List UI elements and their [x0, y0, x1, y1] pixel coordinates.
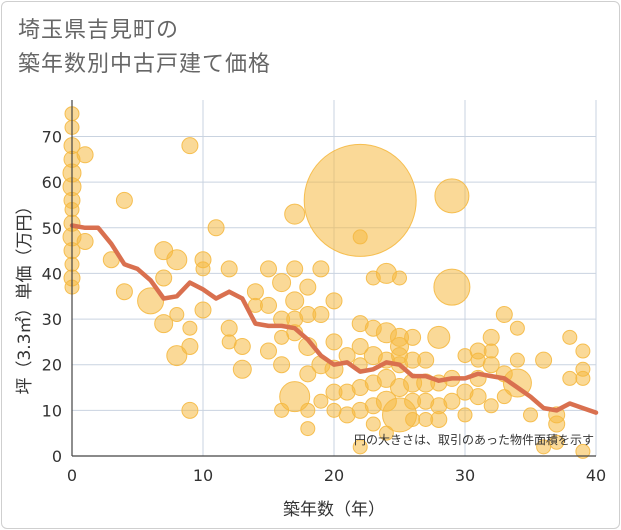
x-tick-label: 30: [455, 466, 475, 485]
bubble-point: [535, 351, 553, 369]
bubble-point: [313, 393, 329, 409]
bubble-point: [285, 291, 305, 311]
bubble-point: [300, 421, 316, 437]
bubble-point: [365, 416, 381, 432]
bubble-point: [404, 328, 422, 346]
bubble-point: [417, 351, 435, 369]
bubble-point: [182, 320, 198, 336]
bubble-point: [220, 319, 238, 337]
y-tick-label: 40: [42, 264, 62, 283]
bubble-point: [303, 143, 417, 257]
bubble-point: [279, 381, 311, 413]
axes: 0 10 20 30 40 0 10 20 30 40 50 60 70: [42, 100, 606, 485]
bubble-point: [181, 401, 199, 419]
bubble-point: [352, 439, 368, 455]
bubble-point: [207, 219, 225, 237]
bubble-point: [299, 278, 317, 296]
bubble-point: [233, 337, 251, 355]
bubble-point: [299, 365, 317, 383]
bubble-point: [166, 249, 188, 271]
y-axis-label: 坪（3.3㎡）単価（万円）: [15, 197, 35, 394]
bubble-point: [284, 203, 306, 225]
bubble-point: [232, 359, 252, 379]
bubble-point: [523, 407, 538, 423]
bubble-point: [575, 343, 591, 359]
bubble-point: [392, 270, 407, 286]
bubble-point: [405, 411, 421, 427]
bubble-point: [273, 356, 291, 374]
bubble-point: [434, 178, 470, 214]
bubble-point: [272, 273, 292, 293]
bubble-point: [483, 343, 499, 359]
bubble-point: [154, 314, 174, 334]
bubble-point: [115, 191, 133, 209]
bubble-point: [443, 392, 461, 410]
bubble-point: [509, 352, 525, 368]
chart-title-line-1: 埼玉県吉見町の: [18, 18, 180, 43]
bubble-point: [469, 388, 487, 406]
x-tick-label: 0: [67, 466, 77, 485]
bubble-point: [483, 398, 499, 414]
trend-line-series: [69, 223, 599, 415]
y-tick-label: 60: [42, 173, 62, 192]
bubble-point: [575, 443, 591, 459]
x-tick-label: 20: [324, 466, 344, 485]
bubble-point: [166, 345, 188, 367]
x-tick-label: 40: [586, 466, 606, 485]
bubble-point: [536, 439, 552, 455]
bubble-point: [482, 328, 500, 346]
bubble-point: [195, 261, 211, 277]
bubble-point: [457, 407, 473, 423]
bubble-point: [260, 296, 277, 314]
bubble-point: [260, 260, 277, 278]
bubble-point: [260, 342, 277, 360]
bubble-point: [325, 292, 343, 310]
bubble-point: [562, 329, 578, 345]
bubble-point: [482, 356, 500, 374]
x-tick-label: 10: [193, 466, 213, 485]
y-tick-label: 0: [52, 447, 62, 466]
bubble-point: [181, 137, 199, 155]
bubble-point: [427, 325, 451, 349]
bubble-point: [430, 410, 448, 428]
bubble-point: [286, 260, 304, 278]
bubble-point: [181, 337, 199, 355]
bubble-point: [548, 415, 566, 433]
bubble-point: [325, 333, 343, 351]
bubble-point: [376, 368, 396, 388]
bubble-point: [115, 283, 133, 301]
bubble-point: [433, 268, 471, 306]
bubble-point: [220, 260, 238, 278]
bubble-point: [509, 320, 525, 336]
y-tick-label: 20: [42, 356, 62, 375]
chart-title-line-2: 築年数別中古戸建て価格: [18, 52, 272, 77]
y-tick-label: 30: [42, 310, 62, 329]
bubble-point: [76, 146, 94, 164]
x-axis-label: 築年数（年）: [283, 500, 385, 520]
bubble-series: [62, 106, 591, 459]
bubble-point: [76, 232, 94, 250]
bubble-point: [352, 229, 368, 245]
bubble-point: [549, 434, 565, 450]
bubble-point: [351, 337, 369, 355]
bubble-point: [312, 260, 330, 278]
bubble-point: [169, 307, 185, 323]
bubble-point: [300, 402, 316, 418]
bubble-point: [562, 370, 578, 386]
bubble-point: [194, 301, 212, 319]
bubble-point: [137, 287, 165, 315]
bubble-point: [495, 306, 513, 324]
bubble-point: [155, 269, 173, 287]
trend-line: [69, 223, 599, 415]
bubble-point: [312, 306, 330, 324]
chart-title: 埼玉県吉見町の 築年数別中古戸建て価格: [18, 14, 271, 82]
y-tick-label: 70: [42, 128, 62, 147]
bubble-size-note: 円の大きさは、取引のあった物件面積を示す: [354, 432, 594, 447]
y-tick-label: 10: [42, 401, 62, 420]
y-tick-label: 50: [42, 219, 62, 238]
bubble-point: [246, 283, 264, 301]
bubble-point: [575, 370, 591, 386]
